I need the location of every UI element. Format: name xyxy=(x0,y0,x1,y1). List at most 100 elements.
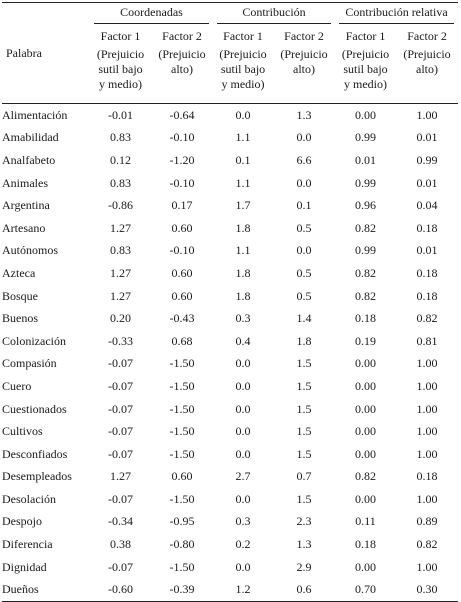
value-cell: -0.86 xyxy=(108,198,133,213)
value-cell: 0.38 xyxy=(110,537,131,552)
factor-note-line: y medio) xyxy=(221,77,265,91)
table-row: Dignidad -0.07 -1.50 0.0 2.9 0.00 1.00 xyxy=(2,556,458,579)
factor-note-line: (Prejuicio xyxy=(219,47,267,61)
value-cell: 0.70 xyxy=(335,578,397,602)
value-cell: 0.17 xyxy=(171,198,193,213)
value-cell: -0.07 xyxy=(108,378,133,393)
word-cell: Argentina xyxy=(2,198,50,213)
value-cell: 0.5 xyxy=(296,265,312,280)
value-cell: 1.1 xyxy=(235,175,251,190)
value-cell: 1.00 xyxy=(416,491,438,506)
value-cell: 0.82 xyxy=(355,469,377,484)
value-cell: 1.3 xyxy=(296,537,312,552)
value-cell: 0.18 xyxy=(416,220,438,235)
value-cell: 0.7 xyxy=(296,469,312,484)
value-cell: -0.07 xyxy=(108,401,133,416)
column-header-palabra: Palabra xyxy=(2,2,90,104)
value-cell: 1.8 xyxy=(235,220,251,235)
value-cell: 0.99 xyxy=(416,152,438,167)
factor-note-line: alto) xyxy=(171,62,193,76)
factor-note-line: y medio) xyxy=(99,77,142,91)
value-cell: -0.07 xyxy=(108,491,133,506)
value-cell: 0.1 xyxy=(296,198,312,213)
table-row: Azteca 1.27 0.60 1.8 0.5 0.82 0.18 xyxy=(2,262,458,285)
value-cell: 0.19 xyxy=(355,333,377,348)
value-cell: -0.33 xyxy=(108,333,133,348)
value-cell: 1.5 xyxy=(296,491,312,506)
value-cell: 0.18 xyxy=(355,311,377,326)
value-cell: 0.83 xyxy=(110,243,131,258)
value-cell: -0.64 xyxy=(169,107,195,122)
value-cell: 0.01 xyxy=(416,243,438,258)
factor-note: (Prejuicio sutil bajo y medio) xyxy=(335,47,397,104)
value-cell: 2.7 xyxy=(235,469,251,484)
word-cell: Compasión xyxy=(2,356,57,371)
value-cell: 2.3 xyxy=(296,514,312,529)
value-cell: -0.07 xyxy=(108,356,133,371)
factor-note-line: alto) xyxy=(416,62,439,76)
value-cell: 0.68 xyxy=(171,333,193,348)
value-cell: 0.18 xyxy=(416,288,438,303)
value-cell: 1.27 xyxy=(110,288,131,303)
value-cell: 0.81 xyxy=(416,333,438,348)
factor-note-line xyxy=(396,77,458,92)
value-cell: -1.50 xyxy=(169,491,195,506)
factor-note: (Prejuicio alto) xyxy=(273,47,336,104)
value-cell: 1.7 xyxy=(235,198,251,213)
value-cell: 0.00 xyxy=(355,491,377,506)
value-cell: 0.5 xyxy=(296,288,312,303)
value-cell: 1.1 xyxy=(235,243,251,258)
value-cell: 0.00 xyxy=(355,107,377,122)
value-cell: 0.00 xyxy=(355,559,377,574)
word-cell: Desempleados xyxy=(2,469,72,484)
word-cell: Dueños xyxy=(2,578,90,602)
table-row: Bosque 1.27 0.60 1.8 0.5 0.82 0.18 xyxy=(2,285,458,308)
value-cell: -0.10 xyxy=(169,130,195,145)
word-cell: Analfabeto xyxy=(2,152,56,167)
value-cell: -0.39 xyxy=(151,578,213,602)
word-cell: Desolación xyxy=(2,491,56,506)
factor-note: (Prejuicio sutil bajo y medio) xyxy=(213,47,273,104)
value-cell: 0.60 xyxy=(171,265,193,280)
value-cell: 0.1 xyxy=(235,152,251,167)
value-cell: 1.1 xyxy=(235,130,251,145)
value-cell: -0.95 xyxy=(169,514,195,529)
value-cell: -1.50 xyxy=(169,559,195,574)
value-cell: -0.10 xyxy=(169,175,195,190)
value-cell: -0.07 xyxy=(108,424,133,439)
factor-header: Factor 2 xyxy=(284,28,324,43)
word-cell: Azteca xyxy=(2,265,36,280)
value-cell: 1.5 xyxy=(296,378,312,393)
table-row: Cuero -0.07 -1.50 0.0 1.5 0.00 1.00 xyxy=(2,375,458,398)
value-cell: 0.82 xyxy=(416,537,438,552)
table-row: Despojo -0.34 -0.95 0.3 2.3 0.11 0.89 xyxy=(2,511,458,534)
value-cell: -1.50 xyxy=(169,446,195,461)
value-cell: 1.4 xyxy=(296,311,312,326)
value-cell: 0.00 xyxy=(355,446,377,461)
value-cell: 1.00 xyxy=(416,424,438,439)
value-cell: 2.9 xyxy=(296,559,312,574)
word-cell: Autónomos xyxy=(2,243,59,258)
value-cell: 1.3 xyxy=(296,107,312,122)
word-cell: Amabilidad xyxy=(2,130,59,145)
group-header-contribucion: Contribución xyxy=(213,2,336,25)
word-cell: Alimentación xyxy=(2,107,68,122)
value-cell: 0.5 xyxy=(296,220,312,235)
table-row: Dueños -0.60 -0.39 1.2 0.6 0.70 0.30 xyxy=(2,578,459,602)
value-cell: 0.82 xyxy=(355,288,377,303)
word-cell: Animales xyxy=(2,175,48,190)
value-cell: 0.18 xyxy=(416,265,438,280)
value-cell: 0.6 xyxy=(273,578,336,602)
value-cell: 0.12 xyxy=(110,152,131,167)
value-cell: 0.0 xyxy=(296,130,312,145)
value-cell: 1.00 xyxy=(416,107,438,122)
factor-note-line xyxy=(151,77,213,92)
value-cell: 1.00 xyxy=(416,446,438,461)
table-row: Autónomos 0.83 -0.10 1.1 0.0 0.99 0.01 xyxy=(2,240,458,263)
value-cell: -1.20 xyxy=(169,152,195,167)
value-cell: 1.8 xyxy=(235,288,251,303)
value-cell: 0.99 xyxy=(355,130,377,145)
table-row: Alimentación -0.01 -0.64 0.0 1.3 0.00 1.00 xyxy=(2,104,458,127)
factor-header: Factor 2 xyxy=(407,28,447,43)
value-cell: 0.0 xyxy=(235,107,251,122)
